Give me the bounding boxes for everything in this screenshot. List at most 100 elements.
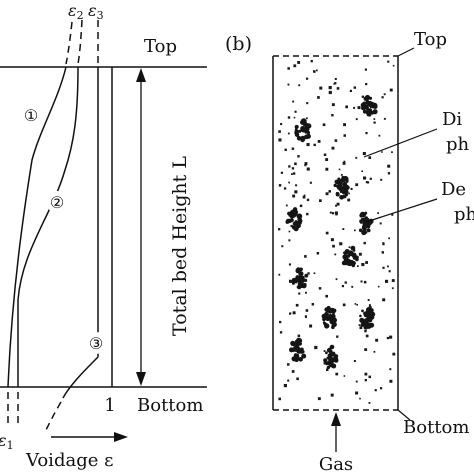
dilute-particle <box>381 251 384 254</box>
dilute-particle <box>328 86 332 90</box>
dilute-particle <box>365 261 368 264</box>
dilute-particle <box>294 190 298 194</box>
dilute-particle <box>383 117 386 120</box>
voidage-curve-3 <box>62 356 99 399</box>
dilute-particle <box>354 229 356 232</box>
dense-particle <box>328 361 334 366</box>
dilute-particle <box>355 156 358 159</box>
dilute-particle <box>332 244 335 248</box>
dense-phase-label-line1: De <box>441 179 466 200</box>
dilute-particle <box>292 100 295 103</box>
top-leader-b <box>397 47 415 57</box>
dilute-particle <box>296 377 299 381</box>
dilute-particle <box>317 397 321 401</box>
dilute-particle <box>278 228 281 231</box>
dense-particle <box>296 285 300 289</box>
dense-particle <box>294 132 299 137</box>
dilute-particle <box>293 64 297 68</box>
dilute-particle <box>392 64 395 67</box>
dilute-particle <box>359 326 363 330</box>
dilute-particle <box>388 237 390 240</box>
dense-particle <box>359 221 363 224</box>
dilute-particle <box>365 334 369 338</box>
dilute-particle <box>364 379 367 382</box>
dense-particle <box>302 129 306 133</box>
dilute-particle <box>304 162 308 165</box>
dilute-particle <box>380 178 383 181</box>
dense-particle <box>336 184 342 190</box>
dilute-particle <box>362 152 366 156</box>
dilute-particle <box>379 222 382 225</box>
dilute-particle <box>288 230 291 233</box>
dense-particle <box>325 361 329 366</box>
dense-cluster <box>291 267 309 290</box>
dilute-particle <box>294 162 297 166</box>
dense-particle <box>363 325 369 330</box>
dilute-particle <box>367 299 370 301</box>
dense-particle <box>344 255 349 259</box>
dense-particle <box>328 356 332 361</box>
dilute-particle <box>309 181 312 184</box>
dilute-particle <box>392 352 396 356</box>
dilute-particle <box>343 134 346 137</box>
dense-phase-clusters <box>285 94 378 370</box>
dense-particle <box>292 355 298 361</box>
voidage-value-one: 1 <box>104 395 115 416</box>
voidage-arrow-head <box>114 432 128 442</box>
dilute-particle <box>330 393 334 397</box>
dilute-particle <box>303 194 306 197</box>
panel-b-label: (b) <box>225 33 252 55</box>
dense-particle <box>304 278 308 282</box>
dilute-particle <box>348 246 351 249</box>
dilute-particle <box>287 379 290 382</box>
dilute-particle <box>304 164 307 167</box>
dense-particle <box>363 96 368 101</box>
dilute-particle <box>288 263 291 266</box>
eps1-label: ε1 <box>0 431 14 452</box>
dense-particle <box>285 218 291 224</box>
dilute-particle <box>363 176 367 180</box>
dense-particle <box>306 131 311 135</box>
voidage-curve-1 <box>7 66 67 388</box>
curve-marker-1-disc <box>20 104 42 126</box>
dilute-particle <box>363 241 366 245</box>
height-arrow-head-top <box>136 68 146 82</box>
dilute-particle <box>335 278 338 281</box>
voidage-axis-label: Voidage ε <box>25 450 113 471</box>
dilute-particle <box>340 174 343 176</box>
dilute-particle <box>289 279 293 283</box>
dilute-particle <box>287 116 291 119</box>
dilute-particle <box>343 375 346 377</box>
dilute-particle <box>319 199 322 202</box>
dense-phase-label-line2: ph <box>454 204 474 225</box>
dilute-particle <box>291 147 295 150</box>
dilute-particle <box>283 187 287 190</box>
dense-cluster <box>321 305 337 330</box>
dense-particle <box>291 213 297 218</box>
dilute-particle <box>292 311 296 315</box>
dilute-particle <box>355 118 358 121</box>
dilute-particle <box>336 87 340 90</box>
dilute-particle <box>297 334 301 338</box>
dense-particle <box>367 225 370 229</box>
dilute-particle <box>279 320 282 324</box>
top-label-b: Top <box>414 29 447 50</box>
dilute-particle <box>317 96 320 99</box>
dilute-phase-particles <box>278 60 396 404</box>
dilute-particle <box>291 370 295 373</box>
dilute-particle <box>380 387 383 390</box>
dilute-particle <box>389 379 393 383</box>
voidage-curve-2-dash-top <box>77 19 83 65</box>
dilute-particle <box>334 139 338 142</box>
dense-particle <box>298 219 302 224</box>
dilute-particle <box>387 60 390 63</box>
dense-cluster <box>285 207 303 232</box>
dense-particle <box>296 136 302 141</box>
dilute-particle <box>349 89 352 92</box>
dilute-particle <box>323 361 327 365</box>
dilute-particle <box>287 363 290 366</box>
dilute-particle <box>306 167 310 171</box>
dense-particle <box>364 218 367 221</box>
dense-particle <box>373 110 377 114</box>
bottom-label-a: Bottom <box>137 395 203 416</box>
